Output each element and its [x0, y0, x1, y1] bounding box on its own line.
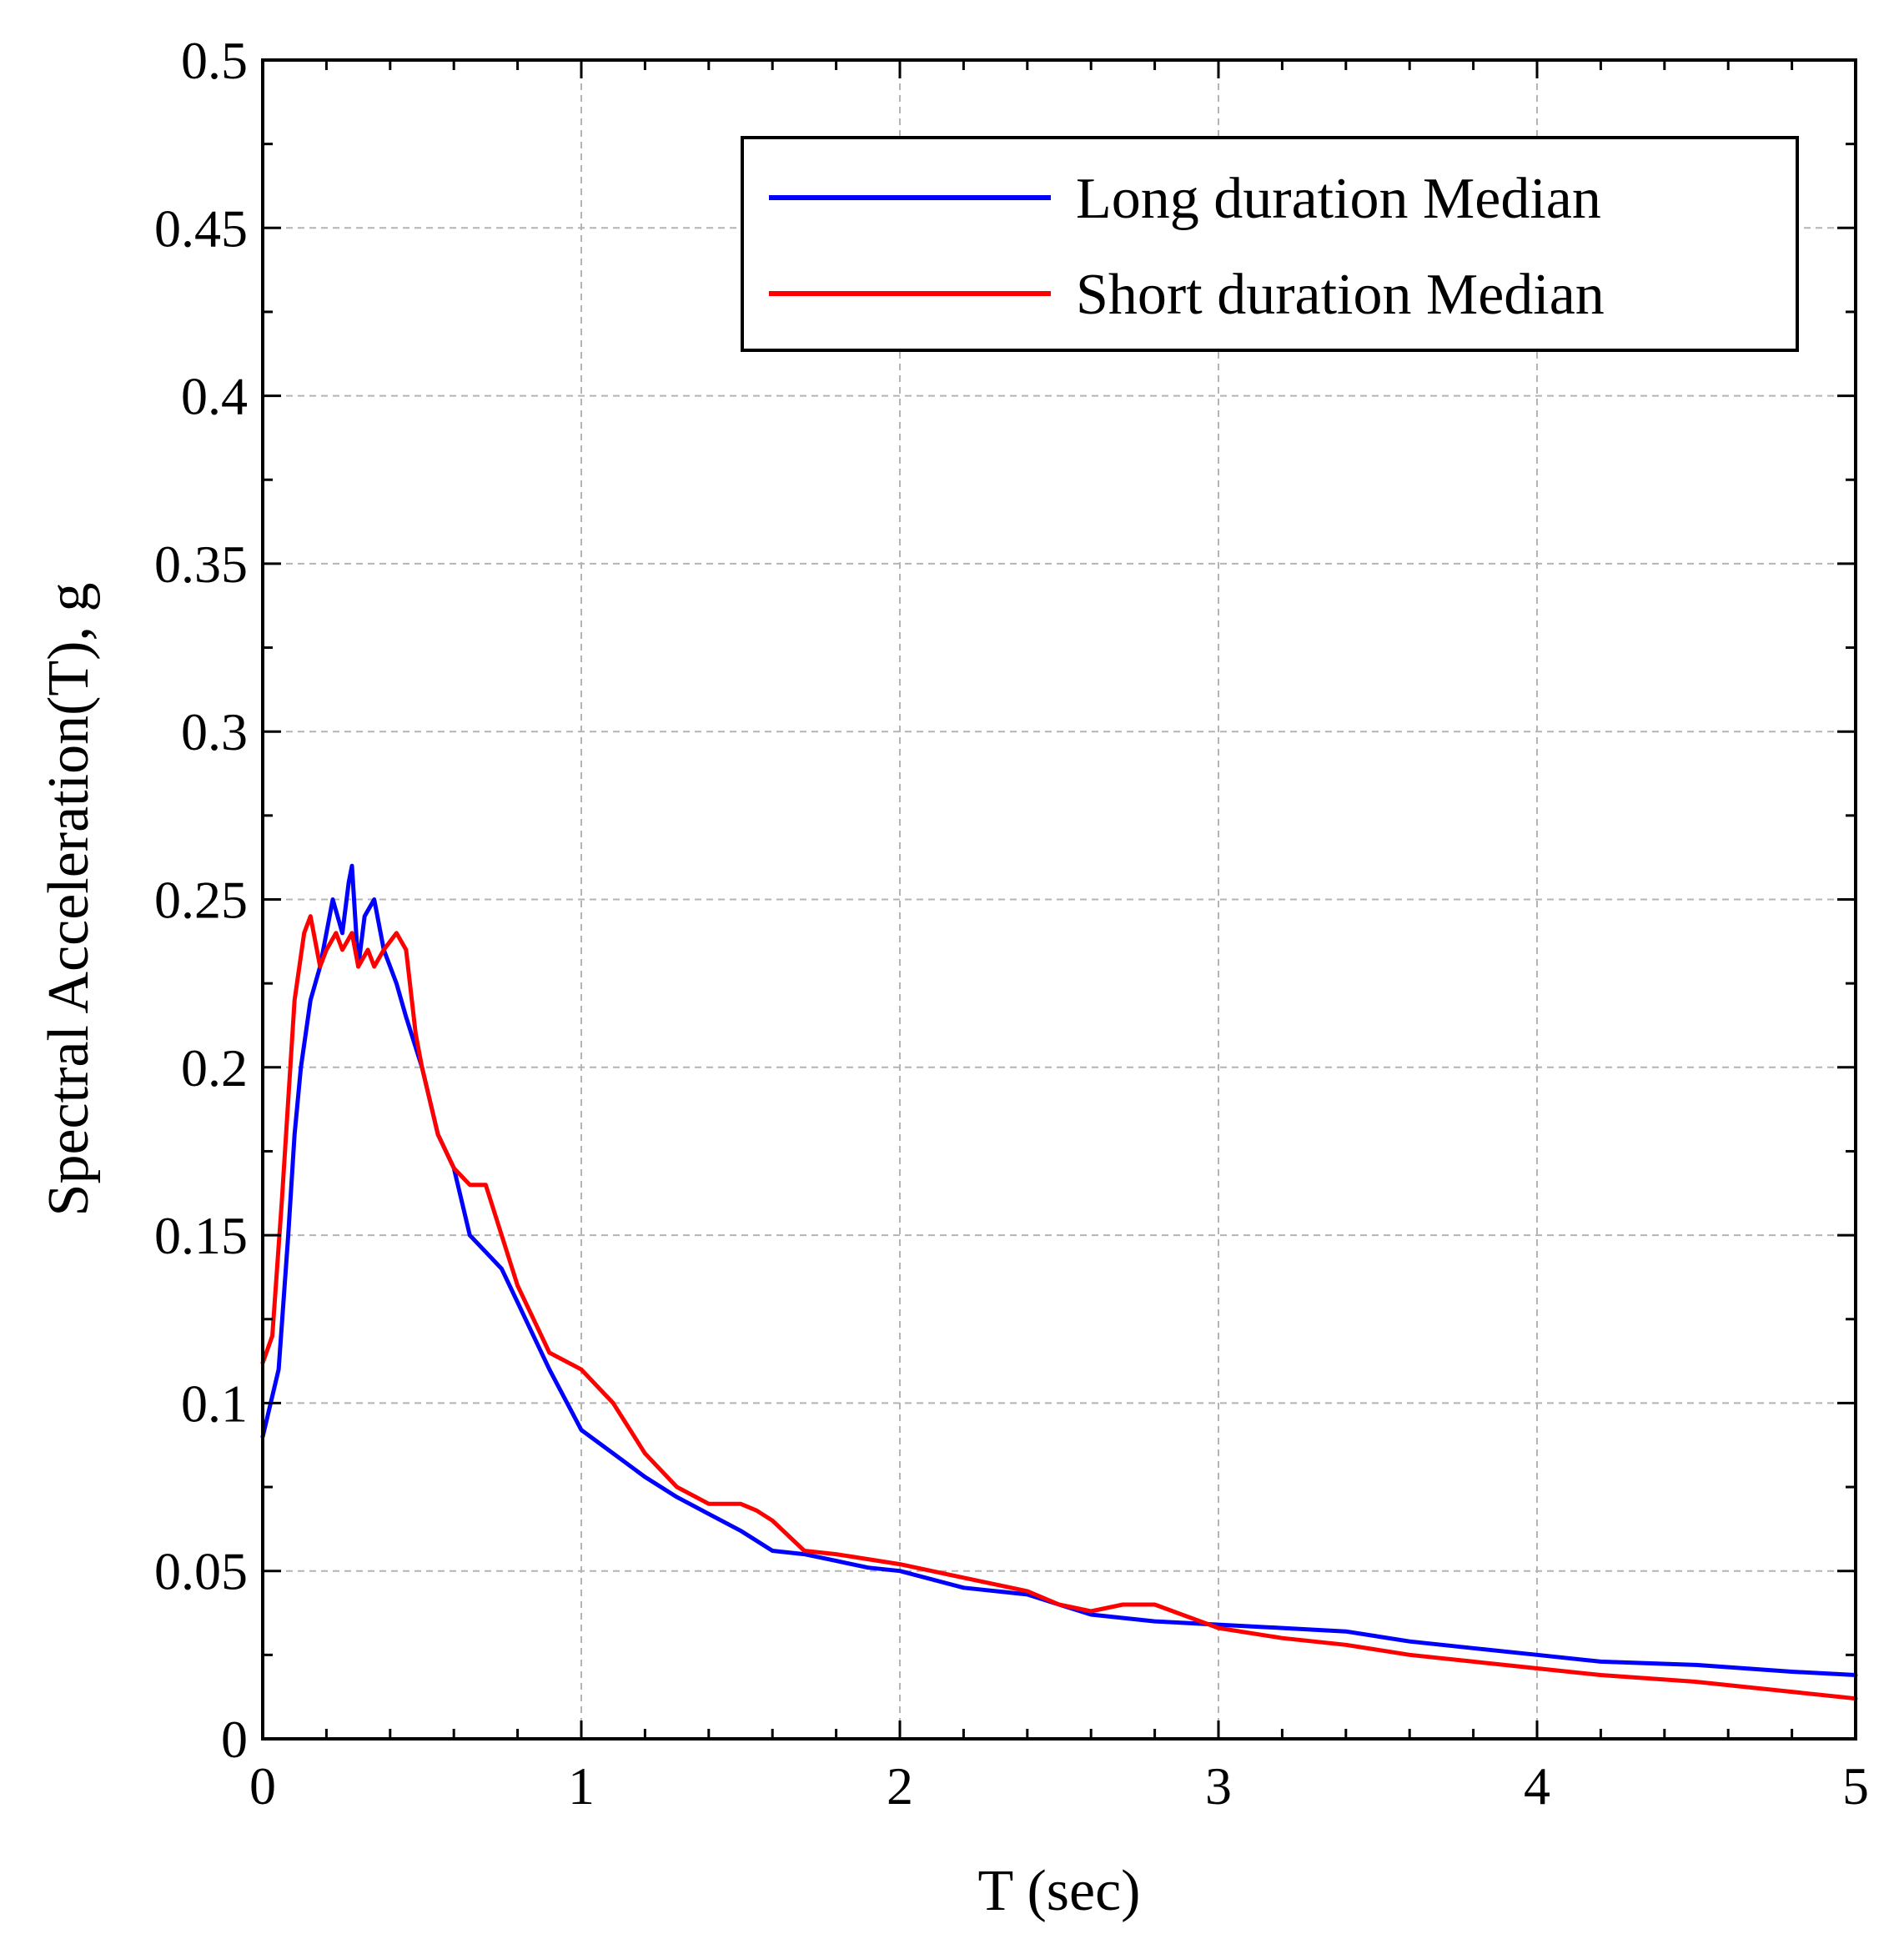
- x-tick-label: 5: [1842, 1756, 1869, 1816]
- y-tick-label: 0.1: [181, 1374, 248, 1433]
- tick-labels: 0 1 2 3 4 5 0 0.05 0.1 0.15 0.2 0.25 0.3 0.35 0.4 0.45 0…: [154, 31, 1869, 1816]
- y-tick-label: 0.2: [181, 1038, 248, 1098]
- y-tick-label: 0: [221, 1710, 248, 1769]
- y-tick-label: 0.35: [154, 535, 248, 594]
- y-tick-label: 0.25: [154, 871, 248, 930]
- y-tick-label: 0.4: [181, 367, 248, 426]
- legend-label-long-duration: Long duration Median: [1076, 167, 1601, 231]
- y-tick-label: 0.5: [181, 31, 248, 90]
- y-tick-label: 0.05: [154, 1542, 248, 1601]
- x-axis-title: T (sec): [978, 1859, 1141, 1923]
- x-tick-label: 1: [568, 1756, 595, 1816]
- y-tick-label: 0.3: [181, 702, 248, 761]
- x-tick-label: 2: [887, 1756, 913, 1816]
- series-line-long-duration: [260, 863, 1858, 1677]
- legend-box: [741, 136, 1799, 352]
- x-tick-label: 0: [249, 1756, 276, 1816]
- legend-label-short-duration: Short duration Median: [1076, 263, 1605, 327]
- axis-ticks: [261, 58, 1857, 1741]
- series-line-short-duration: [260, 914, 1858, 1701]
- x-tick-label: 4: [1524, 1756, 1550, 1816]
- y-tick-label: 0.45: [154, 198, 248, 258]
- x-tick-label: 3: [1205, 1756, 1232, 1816]
- legend: Long duration Median Short duration Medi…: [741, 136, 1799, 352]
- series-lines: [260, 863, 1858, 1701]
- y-tick-label: 0.15: [154, 1206, 248, 1265]
- y-axis-title: Spectral Acceleration(T), g: [37, 583, 101, 1217]
